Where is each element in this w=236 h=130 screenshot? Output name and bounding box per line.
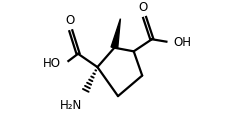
Text: O: O bbox=[65, 14, 74, 27]
Text: HO: HO bbox=[43, 57, 61, 70]
Text: OH: OH bbox=[174, 36, 192, 49]
Polygon shape bbox=[111, 19, 120, 48]
Text: H₂N: H₂N bbox=[59, 99, 82, 112]
Text: O: O bbox=[139, 1, 148, 14]
